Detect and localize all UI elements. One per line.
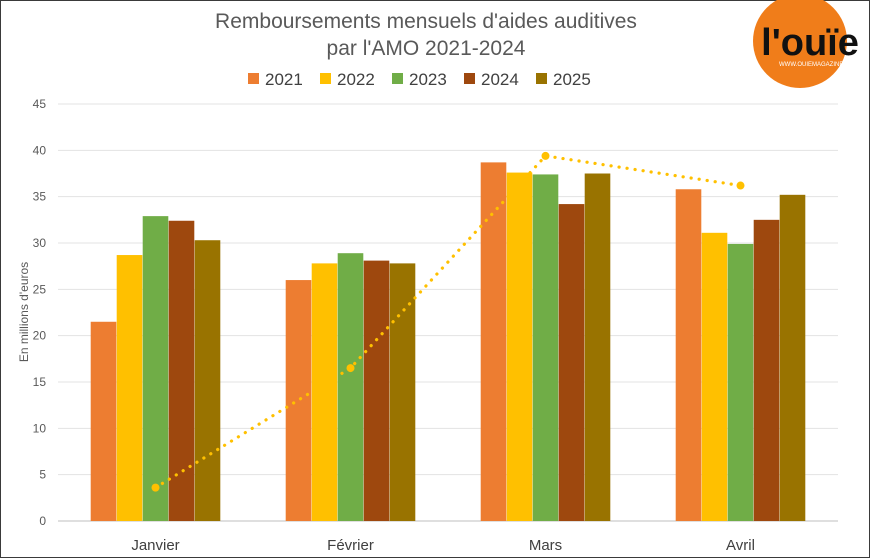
x-category-label: Janvier — [131, 537, 179, 554]
y-tick-label: 20 — [33, 329, 47, 343]
logo-orange-circle — [753, 0, 847, 88]
legend-swatch-2023 — [392, 73, 403, 84]
bar-2025-1 — [389, 263, 416, 521]
y-tick-label: 35 — [33, 190, 47, 204]
chart-title-line-2: par l'AMO 2021-2024 — [327, 37, 526, 60]
y-tick-label: 30 — [33, 236, 47, 250]
bar-2023-2 — [532, 174, 559, 521]
bar-2024-1 — [363, 260, 390, 521]
bar-2024-2 — [558, 204, 585, 521]
bar-2022-1 — [311, 263, 338, 521]
y-tick-label: 15 — [33, 375, 47, 389]
logo-text: l'ouïe — [761, 22, 859, 64]
bars — [90, 162, 806, 522]
legend-label-2023: 2023 — [409, 70, 447, 89]
bar-2022-3 — [701, 232, 728, 521]
legend-label-2025: 2025 — [553, 70, 591, 89]
bar-2024-0 — [168, 220, 195, 521]
bar-2023-1 — [337, 253, 364, 521]
bar-2023-0 — [142, 216, 169, 522]
bar-2025-0 — [194, 240, 221, 521]
trendline-point-0 — [151, 483, 160, 492]
legend-swatch-2022 — [320, 73, 331, 84]
legend: 2021 2022 2023 2024 2025 — [248, 70, 591, 89]
bar-2025-2 — [584, 173, 611, 521]
y-tick-label: 45 — [33, 97, 47, 111]
y-tick-label: 5 — [39, 468, 46, 482]
trendline-point-1 — [346, 364, 355, 373]
ouie-logo: l'ouïe WWW.OUIEMAGAZINE.NET — [753, 0, 859, 88]
bar-2022-0 — [116, 255, 143, 521]
y-tick-label: 10 — [33, 421, 47, 435]
logo-subtext: WWW.OUIEMAGAZINE.NET — [779, 62, 857, 68]
bar-2021-2 — [480, 162, 507, 521]
legend-swatch-2025 — [536, 73, 547, 84]
chart-title-line-1: Remboursements mensuels d'aides auditive… — [215, 10, 637, 33]
legend-label-2021: 2021 — [265, 70, 303, 89]
x-category-label: Avril — [726, 537, 755, 554]
y-tick-label: 0 — [39, 514, 46, 528]
bar-2021-0 — [90, 321, 117, 521]
bar-2025-3 — [779, 194, 806, 521]
bar-2023-3 — [727, 243, 754, 521]
legend-label-2022: 2022 — [337, 70, 375, 89]
trendline-point-2 — [541, 151, 550, 160]
trendline-point-3 — [736, 181, 745, 190]
bar-2021-3 — [675, 189, 702, 521]
y-tick-label: 40 — [33, 143, 47, 157]
x-category-label: Mars — [529, 537, 562, 554]
legend-label-2024: 2024 — [481, 70, 519, 89]
y-tick-label: 25 — [33, 282, 47, 296]
bar-2024-3 — [753, 219, 780, 522]
trendline — [151, 151, 745, 492]
bar-2022-2 — [506, 172, 533, 521]
trendline-path — [153, 154, 743, 490]
x-category-label: Février — [327, 537, 374, 554]
bar-2021-1 — [285, 280, 312, 521]
x-axis-categories: Janvier Février Mars Avril — [131, 537, 755, 554]
legend-swatch-2024 — [464, 73, 475, 84]
legend-swatch-2021 — [248, 73, 259, 84]
y-axis-label: En millions d'euros — [17, 262, 31, 362]
y-axis-ticks: 0 5 10 15 20 25 30 35 40 45 — [33, 97, 47, 528]
